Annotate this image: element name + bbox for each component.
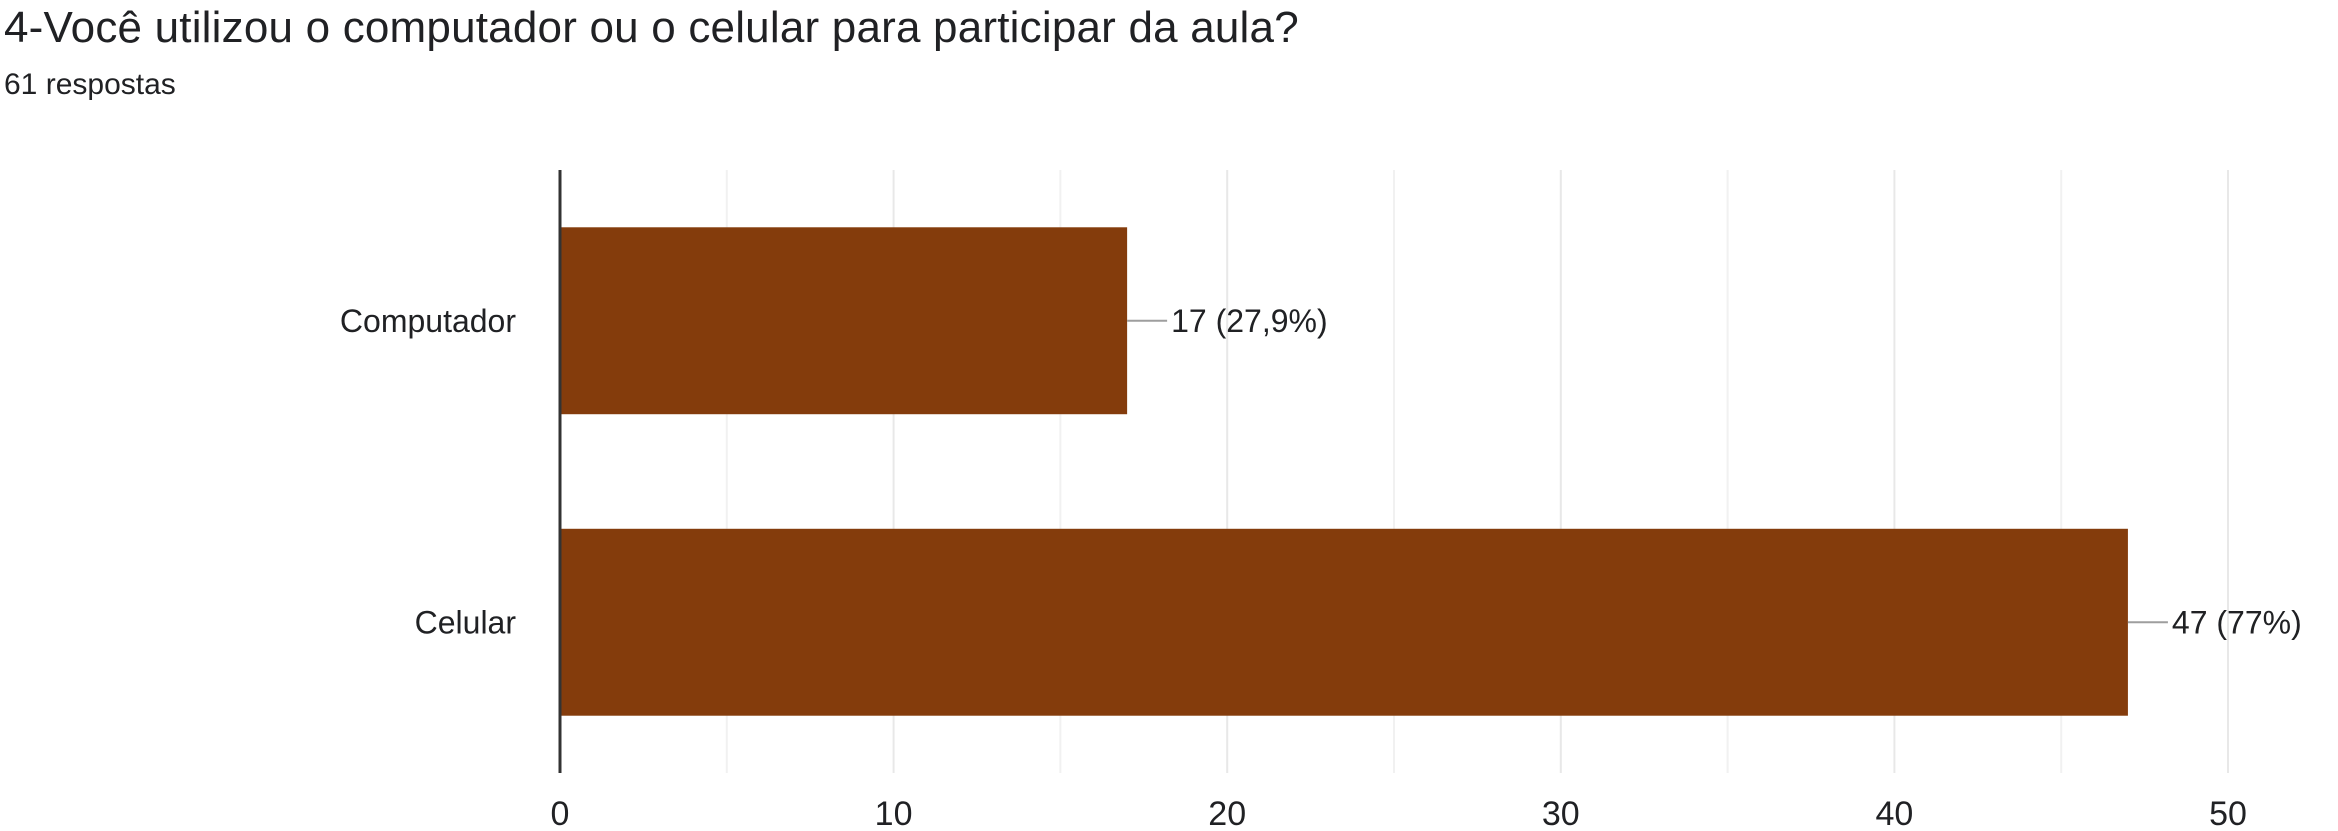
x-tick-label: 20 [1208,795,1246,831]
bar-celular [560,528,2128,716]
question-title: 4-Você utilizou o computador ou o celula… [4,3,1299,52]
category-label: Celular [415,604,517,640]
data-label: 47 (77%) [2172,604,2302,640]
x-tick-label: 40 [1875,795,1913,831]
x-tick-label: 30 [1542,795,1580,831]
x-tick-label: 10 [875,795,913,831]
bar-computador [560,227,1128,415]
response-count: 61 respostas [4,68,176,101]
x-tick-label: 0 [551,795,570,831]
category-label: Computador [340,303,516,339]
bar-layer [560,227,2128,716]
x-tick-label: 50 [2209,795,2247,831]
label-layer: 0 10 20 30 40 50 Computador 17 (27,9%) Celular 47… [340,170,2302,831]
data-label: 17 (27,9%) [1171,303,1328,339]
